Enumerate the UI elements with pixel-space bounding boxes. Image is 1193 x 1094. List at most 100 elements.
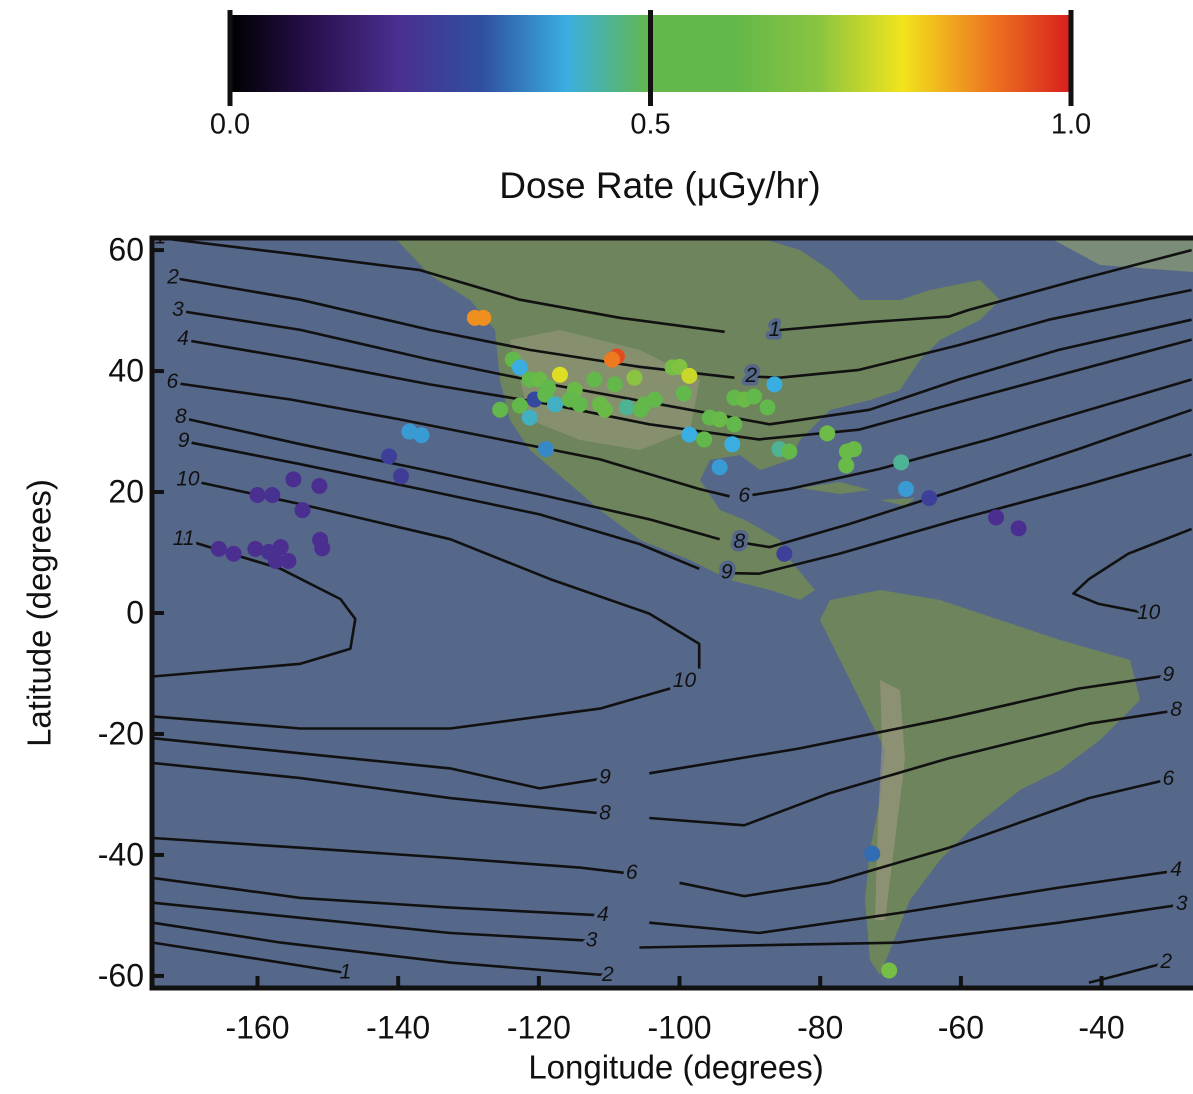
contour-label: 2: [744, 364, 757, 387]
data-point: [211, 541, 227, 557]
data-point: [864, 846, 880, 862]
x-tick-label: -120: [507, 1009, 571, 1045]
data-point: [475, 310, 491, 326]
contour-label: 6: [738, 484, 750, 507]
data-point: [586, 372, 602, 388]
data-point: [1011, 520, 1027, 536]
data-point: [547, 396, 563, 412]
data-point: [726, 416, 742, 432]
contour-label: 11: [173, 527, 195, 550]
contour-label: 9: [599, 766, 611, 789]
colorbar-tick-label: 1.0: [1051, 109, 1091, 141]
data-point: [522, 410, 538, 426]
data-point: [988, 509, 1004, 525]
contour-label: 1: [769, 318, 781, 341]
contour-label: 9: [1163, 663, 1175, 686]
data-point: [746, 388, 762, 404]
data-point: [273, 539, 289, 555]
data-point: [712, 459, 728, 475]
data-point: [250, 487, 266, 503]
contour-label: 9: [721, 561, 733, 584]
page: {"chart_data": { "type": "scatter", "xla…: [0, 0, 1193, 1094]
data-point: [712, 411, 728, 427]
data-point: [676, 385, 692, 401]
data-point: [393, 468, 409, 484]
data-point: [597, 402, 613, 418]
contour-label: 3: [586, 928, 598, 951]
contour-label: 8: [733, 530, 745, 553]
x-tick-label: -160: [225, 1009, 289, 1045]
x-tick-label: -60: [938, 1009, 984, 1045]
contour-label: 1: [340, 960, 352, 983]
data-point: [781, 444, 797, 460]
data-point: [280, 553, 296, 569]
data-point: [681, 427, 697, 443]
contour-label: 4: [597, 903, 609, 926]
contour-label: 10: [176, 467, 200, 490]
data-point: [881, 962, 897, 978]
data-point: [633, 402, 649, 418]
data-point: [607, 376, 623, 392]
x-tick-label: -100: [648, 1009, 712, 1045]
data-point: [696, 431, 712, 447]
y-tick-label: -40: [98, 836, 144, 872]
contour-label: 8: [175, 405, 187, 428]
colorbar-tick-label: 0.5: [630, 109, 670, 141]
contour-label: 2: [166, 265, 179, 288]
data-point: [552, 367, 568, 383]
y-tick-label: 40: [108, 353, 144, 389]
x-tick-label: -80: [797, 1009, 843, 1045]
data-point: [381, 448, 397, 464]
data-point: [846, 441, 862, 457]
data-point: [921, 490, 937, 506]
y-tick-label: 60: [108, 232, 144, 268]
data-point: [776, 546, 792, 562]
data-point: [898, 481, 914, 497]
colorbar-tick-label: 0.0: [210, 109, 250, 141]
contour-label: 6: [167, 370, 179, 393]
data-point: [413, 427, 429, 443]
contour-label: 8: [599, 801, 611, 824]
contour-label: 2: [601, 963, 614, 986]
data-point: [492, 402, 508, 418]
contour-label: 3: [172, 298, 184, 321]
chart: Dose Rate (µGy/hr) 111222233344466668888…: [0, 0, 1193, 1094]
data-point: [285, 471, 301, 487]
data-point: [819, 425, 835, 441]
y-tick-label: -60: [98, 957, 144, 993]
data-point: [264, 487, 280, 503]
y-tick-label: -20: [98, 715, 144, 751]
x-axis-title: Longitude (degrees): [528, 1049, 823, 1086]
data-point: [572, 396, 588, 412]
y-axis-title: Latitude (degrees): [21, 479, 58, 747]
data-point: [226, 546, 242, 562]
data-point: [766, 376, 782, 392]
data-point: [619, 399, 635, 415]
contour-label: 10: [673, 669, 697, 692]
data-point: [295, 502, 311, 518]
contour-label: 10: [1137, 601, 1161, 624]
x-tick-label: -140: [366, 1009, 430, 1045]
data-point: [724, 436, 740, 452]
data-point: [647, 391, 663, 407]
data-point: [604, 352, 620, 368]
colorbar-title: Dose Rate (µGy/hr): [499, 165, 821, 206]
data-point: [538, 441, 554, 457]
data-point: [759, 399, 775, 415]
contour-label: 3: [1176, 892, 1188, 915]
contour-label: 6: [1163, 767, 1175, 790]
data-point: [314, 540, 330, 556]
data-point: [681, 368, 697, 384]
data-point: [838, 457, 854, 473]
data-point: [627, 370, 643, 386]
y-tick-label: 20: [108, 473, 144, 509]
y-tick-label: 0: [126, 594, 144, 630]
contour-label: 4: [1170, 858, 1182, 881]
contour-label: 6: [626, 861, 638, 884]
data-point: [311, 478, 327, 494]
contour-label: 9: [178, 429, 190, 452]
x-tick-label: -40: [1078, 1009, 1124, 1045]
contour-label: 4: [177, 327, 189, 350]
data-point: [247, 541, 263, 557]
